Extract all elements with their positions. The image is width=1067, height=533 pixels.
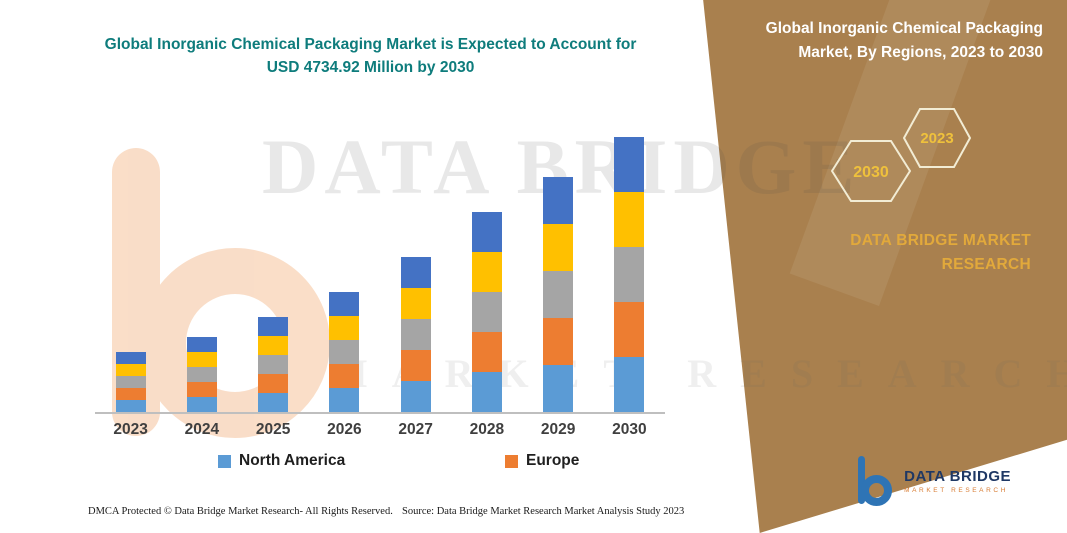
footer-source-text: Source: Data Bridge Market Research Mark… bbox=[402, 506, 685, 517]
bar-segment bbox=[329, 292, 360, 316]
x-axis-labels: 2023 2024 2025 2026 2027 2028 2029 2030 bbox=[95, 421, 665, 439]
panel-title: Global Inorganic Chemical Packaging Mark… bbox=[765, 20, 1043, 62]
stacked-bar-2024 bbox=[186, 337, 217, 412]
hexagon-outline bbox=[903, 108, 971, 168]
bar-segment bbox=[400, 288, 431, 319]
x-tick-2025: 2025 bbox=[255, 421, 291, 438]
hexagon-year-label: 2030 bbox=[853, 164, 889, 181]
bar-segment bbox=[186, 382, 217, 397]
x-tick-2028: 2028 bbox=[469, 421, 505, 438]
hexagon-badge-2023: 2023 bbox=[903, 108, 971, 168]
legend-label: Europe bbox=[526, 452, 580, 469]
x-tick-2030: 2030 bbox=[612, 421, 647, 438]
stacked-bar-2025 bbox=[258, 317, 289, 412]
x-tick-2026: 2026 bbox=[327, 421, 362, 438]
bar-segment bbox=[614, 192, 645, 247]
logo-tagline: MARKET RESEARCH bbox=[904, 487, 1009, 494]
stacked-bar-2030 bbox=[614, 137, 645, 412]
legend-item-north-america: North America bbox=[218, 452, 345, 470]
data-bridge-logo-icon bbox=[855, 456, 895, 506]
stacked-bar-2029 bbox=[543, 177, 574, 412]
stacked-bar-2023 bbox=[115, 352, 146, 412]
legend-swatch bbox=[218, 454, 231, 468]
bar-segment bbox=[115, 388, 146, 400]
brand-name-gold: DATA BRIDGE MARKET RESEARCH bbox=[850, 232, 1031, 274]
legend-item-europe: Europe bbox=[505, 452, 579, 470]
x-tick-2029: 2029 bbox=[540, 421, 576, 438]
watermark-b-logo bbox=[112, 148, 337, 440]
bar-segment bbox=[115, 352, 146, 364]
bar-segment bbox=[471, 252, 502, 292]
bar-segment bbox=[400, 381, 431, 412]
bar-segment bbox=[471, 292, 502, 332]
logo-b-stem bbox=[858, 456, 866, 504]
bar-segment bbox=[186, 352, 217, 367]
bar-segment bbox=[471, 332, 502, 372]
legend-label: North America bbox=[239, 452, 346, 469]
bar-segment bbox=[115, 400, 146, 412]
bar-segment bbox=[543, 318, 574, 365]
footer-dmca-text: DMCA Protected © Data Bridge Market Rese… bbox=[88, 506, 393, 517]
bar-segment bbox=[471, 212, 502, 252]
x-tick-2024: 2024 bbox=[184, 421, 220, 438]
logo-b-ring bbox=[861, 475, 893, 506]
bar-segment bbox=[186, 367, 217, 382]
bar-segment bbox=[614, 137, 645, 192]
hexagon-year-label: 2023 bbox=[920, 130, 953, 147]
bar-segment bbox=[543, 177, 574, 224]
bar-segment bbox=[471, 372, 502, 412]
data-bridge-logo: DATA BRIDGE MARKET RESEARCH bbox=[855, 456, 1011, 506]
bar-segment bbox=[186, 337, 217, 352]
stacked-bar-2027 bbox=[400, 257, 431, 412]
bar-segment bbox=[258, 374, 289, 393]
watermark-market-research: MARKET RESEARCH bbox=[330, 351, 1067, 396]
hexagon-outline bbox=[831, 140, 911, 202]
bar-segment bbox=[258, 355, 289, 374]
bar-segment bbox=[329, 388, 360, 412]
legend-swatch bbox=[505, 454, 518, 468]
bar-segment bbox=[258, 336, 289, 355]
bar-segment bbox=[543, 365, 574, 412]
bar-chart bbox=[95, 120, 665, 414]
hexagon-badge-2030: 2030 bbox=[831, 140, 911, 202]
logo-text-block: DATA BRIDGE MARKET RESEARCH bbox=[904, 468, 1011, 494]
bar-segment bbox=[115, 364, 146, 376]
bar-segment bbox=[329, 364, 360, 388]
bar-segment bbox=[543, 271, 574, 318]
bar-segment bbox=[329, 316, 360, 340]
bar-segment bbox=[329, 340, 360, 364]
bar-segment bbox=[258, 393, 289, 412]
chart-title: Global Inorganic Chemical Packaging Mark… bbox=[104, 36, 637, 77]
bar-segment bbox=[400, 350, 431, 381]
x-tick-2023: 2023 bbox=[113, 421, 148, 438]
bar-segment bbox=[115, 376, 146, 388]
bar-segment bbox=[543, 224, 574, 271]
bar-segment bbox=[614, 357, 645, 412]
logo-name: DATA BRIDGE bbox=[904, 468, 1011, 485]
stacked-bar-2026 bbox=[329, 292, 360, 412]
bar-segment bbox=[614, 302, 645, 357]
bar-segment bbox=[400, 257, 431, 288]
x-tick-2027: 2027 bbox=[398, 421, 433, 438]
bar-segment bbox=[400, 319, 431, 350]
bar-segment bbox=[614, 247, 645, 302]
bar-segment bbox=[186, 397, 217, 412]
bar-segment bbox=[258, 317, 289, 336]
stacked-bar-2028 bbox=[471, 212, 502, 412]
